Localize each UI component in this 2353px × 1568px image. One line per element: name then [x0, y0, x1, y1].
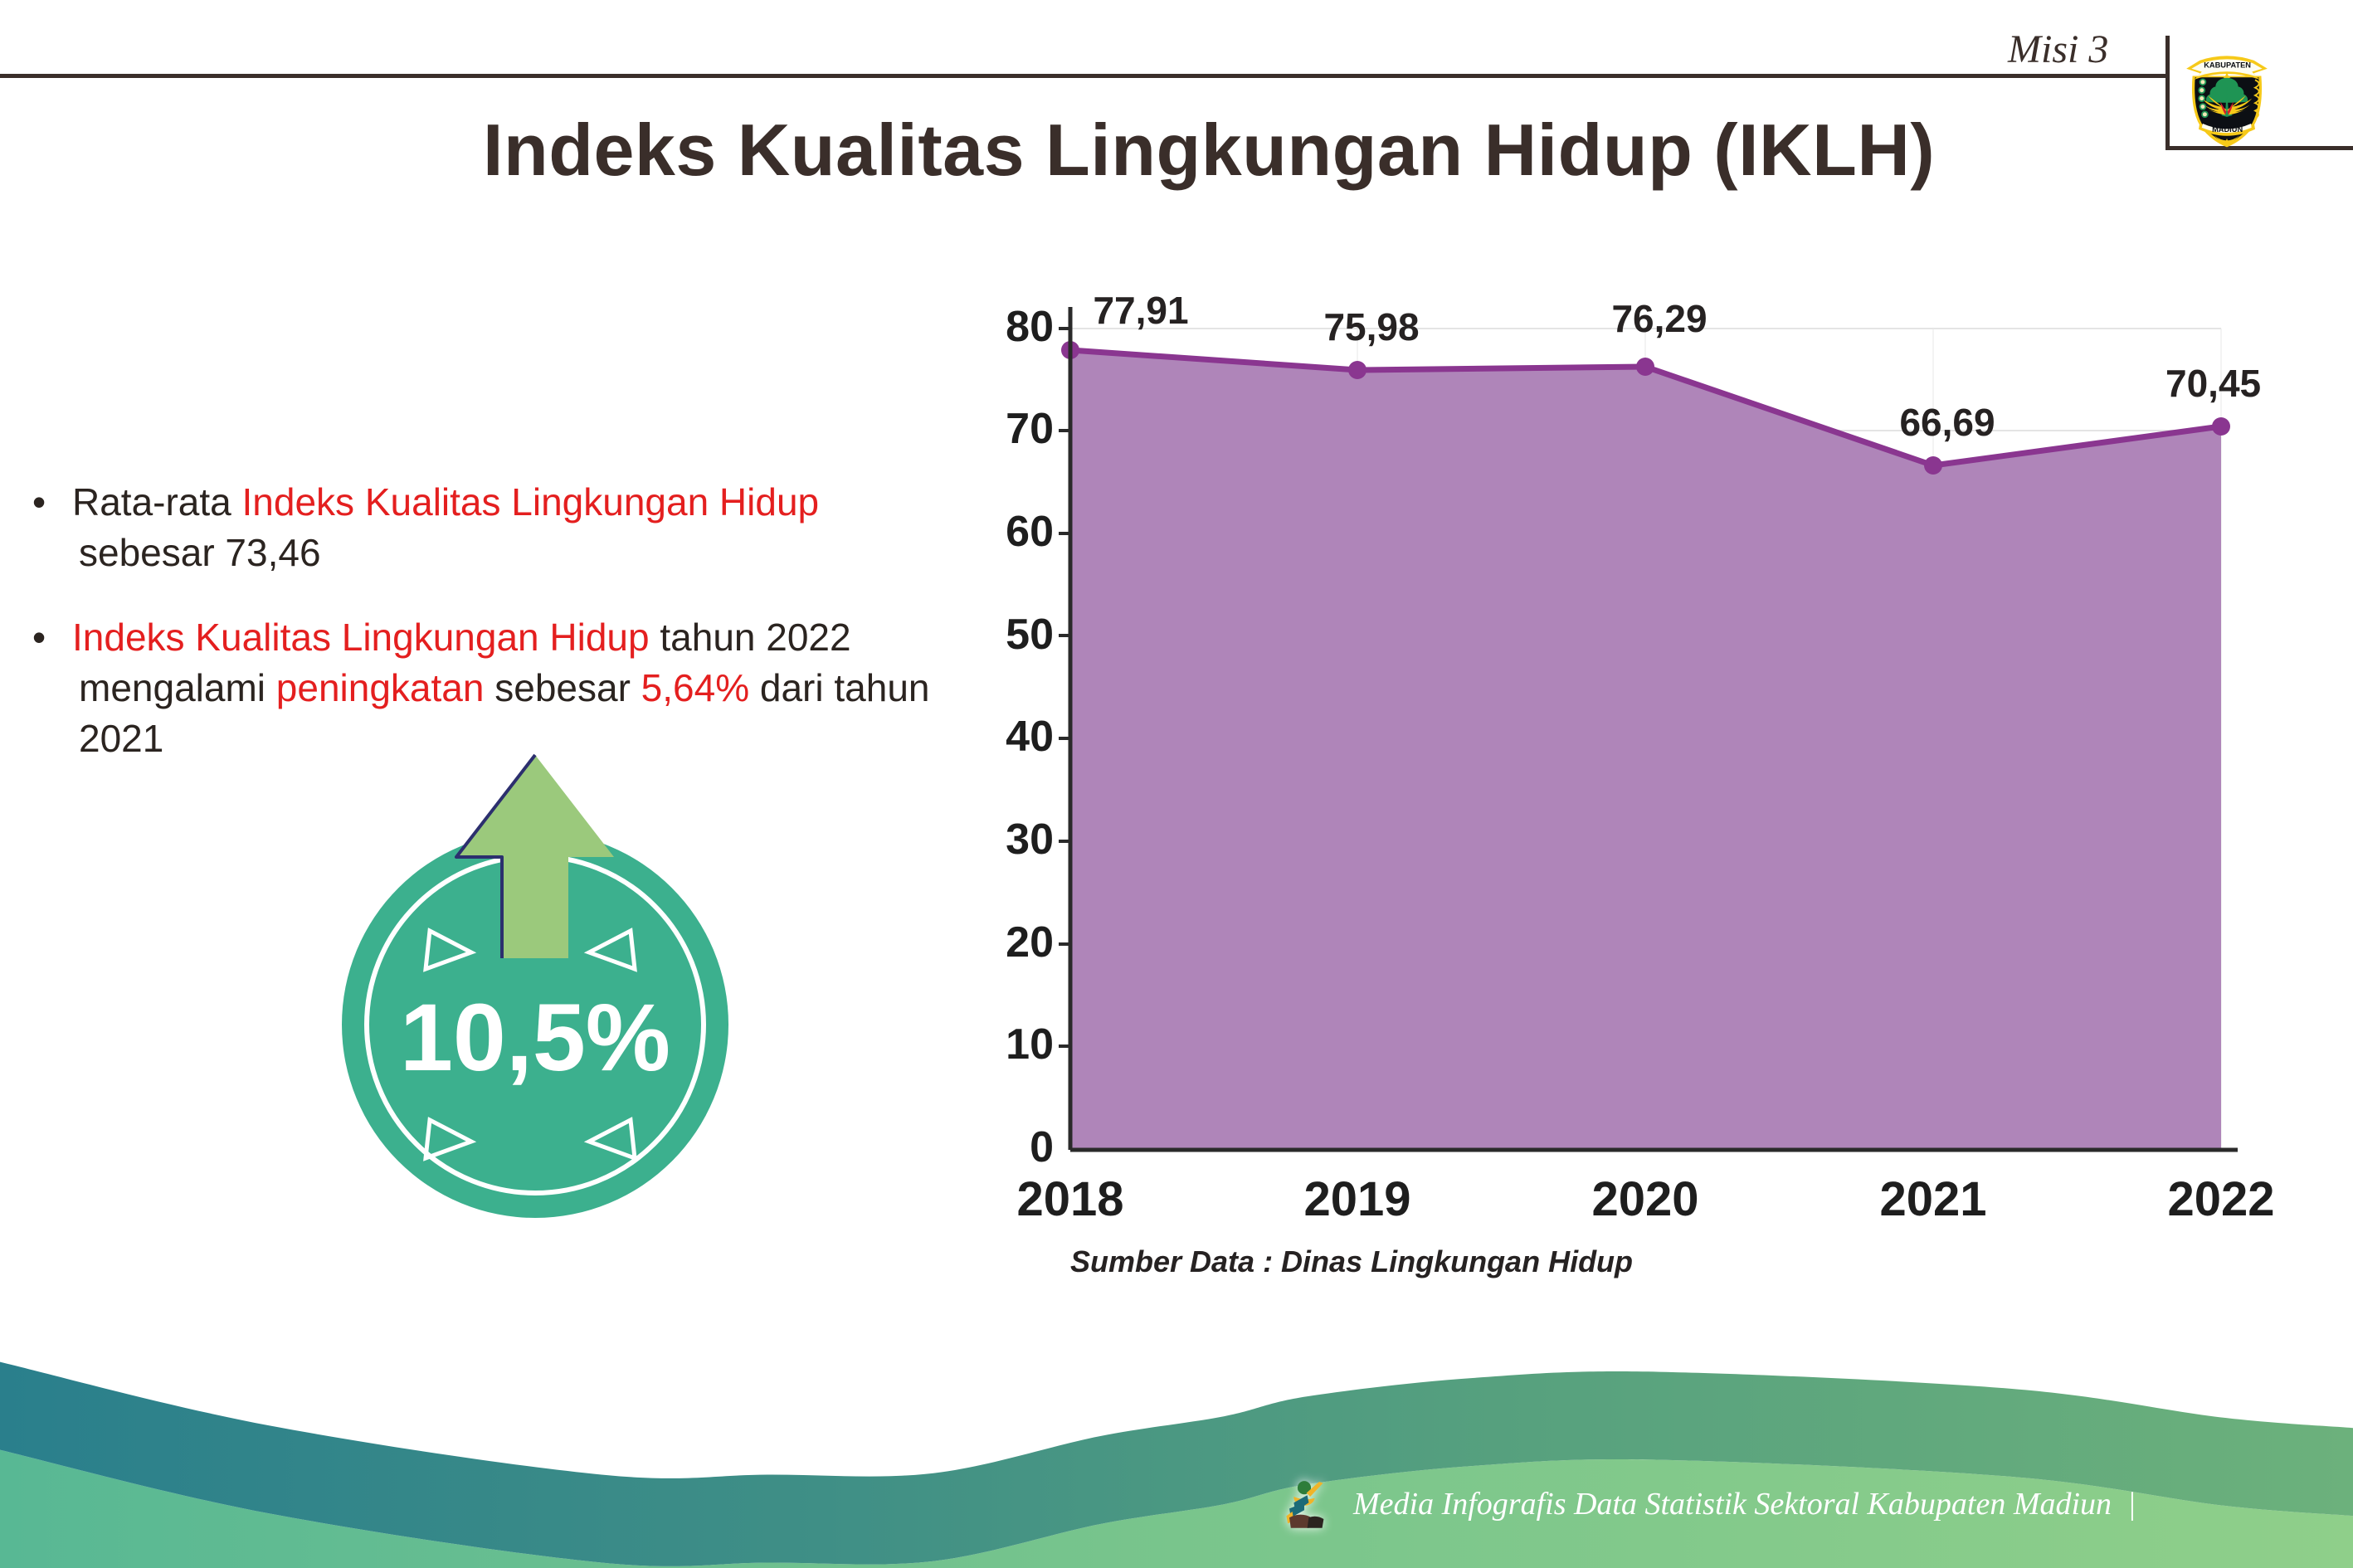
svg-text:66,69: 66,69: [1899, 401, 1995, 444]
svg-text:75,98: 75,98: [1323, 305, 1419, 348]
svg-text:40: 40: [1006, 713, 1054, 761]
svg-text:2018: 2018: [1016, 1172, 1123, 1226]
svg-text:2020: 2020: [1591, 1172, 1698, 1226]
svg-text:76,29: 76,29: [1611, 297, 1707, 340]
svg-text:80: 80: [1006, 303, 1054, 351]
svg-text:10,5%: 10,5%: [400, 985, 670, 1091]
svg-text:2021: 2021: [1879, 1172, 1986, 1226]
svg-text:20: 20: [1006, 918, 1054, 967]
svg-text:KABUPATEN: KABUPATEN: [2204, 61, 2251, 70]
svg-text:50: 50: [1006, 611, 1054, 659]
svg-text:77,91: 77,91: [1093, 289, 1188, 332]
svg-text:0: 0: [1030, 1123, 1054, 1171]
svg-text:60: 60: [1006, 508, 1054, 556]
svg-text:70: 70: [1006, 405, 1054, 453]
svg-text:MADIUN: MADIUN: [2212, 125, 2243, 134]
svg-text:70,45: 70,45: [2165, 362, 2261, 405]
svg-text:10: 10: [1006, 1020, 1054, 1069]
svg-text:2019: 2019: [1303, 1172, 1410, 1226]
svg-text:2022: 2022: [2167, 1172, 2274, 1226]
svg-text:30: 30: [1006, 816, 1054, 864]
